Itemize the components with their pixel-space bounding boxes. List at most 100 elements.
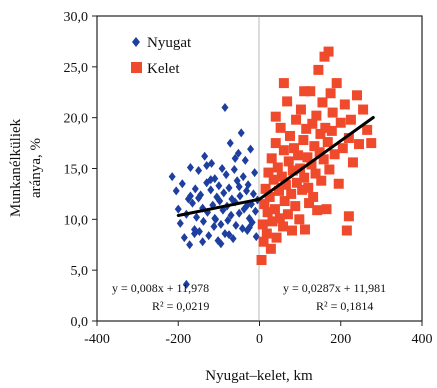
- point-kelet: [343, 133, 354, 143]
- point-kelet: [324, 164, 335, 175]
- point-kelet: [325, 88, 336, 99]
- point-kelet: [272, 162, 283, 173]
- legend-marker-kelet: [131, 62, 142, 73]
- point-kelet: [258, 236, 269, 247]
- point-kelet: [287, 165, 298, 176]
- point-nyugat: [251, 206, 259, 216]
- point-kelet: [290, 201, 301, 212]
- y-tick-label: 30,0: [64, 10, 89, 25]
- point-nyugat: [249, 189, 257, 199]
- point-nyugat: [218, 164, 226, 173]
- point-kelet: [341, 225, 352, 236]
- point-kelet: [302, 152, 313, 163]
- point-kelet: [331, 78, 342, 89]
- r2-nyugat: R² = 0,0219: [152, 299, 209, 313]
- point-nyugat: [182, 279, 190, 289]
- point-kelet: [256, 255, 267, 265]
- point-kelet: [333, 178, 344, 189]
- point-nyugat: [191, 229, 198, 239]
- point-kelet: [282, 96, 293, 107]
- y-axis-title-line1: Munkanélküliek: [8, 118, 24, 217]
- point-kelet: [278, 78, 289, 89]
- point-kelet: [352, 90, 362, 101]
- point-kelet: [294, 214, 305, 225]
- point-kelet: [358, 104, 369, 115]
- point-nyugat: [239, 172, 247, 182]
- point-nyugat: [176, 218, 184, 228]
- legend: Nyugat Kelet: [131, 35, 192, 77]
- x-axis-title: Nyugat–kelet, km: [205, 368, 313, 384]
- point-kelet: [291, 114, 302, 125]
- point-kelet: [264, 191, 275, 202]
- tick-layer: -400 -200 0 200 400 0,0 5,0 10,0 15,0 20,0 25,0 30,…: [64, 10, 433, 347]
- y-tick-label: 25,0: [64, 61, 89, 76]
- point-kelet: [276, 171, 287, 182]
- point-kelet: [280, 179, 291, 190]
- point-kelet: [354, 139, 365, 150]
- point-kelet: [278, 145, 289, 156]
- point-kelet: [286, 188, 297, 199]
- point-kelet: [321, 204, 332, 215]
- point-nyugat: [231, 153, 239, 163]
- point-nyugat: [234, 148, 242, 158]
- equation-kelet: y = 0,0287x + 11,981: [283, 281, 386, 295]
- point-kelet: [343, 211, 354, 222]
- point-kelet: [293, 150, 304, 161]
- point-kelet: [304, 198, 315, 209]
- point-nyugat: [195, 193, 203, 203]
- point-kelet: [309, 141, 320, 152]
- point-nyugat: [174, 204, 182, 214]
- plot-frame: [96, 15, 423, 322]
- legend-label-kelet: Kelet: [147, 61, 180, 77]
- point-kelet: [291, 177, 302, 188]
- point-nyugat: [225, 183, 233, 193]
- equation-nyugat: y = 0,008x + 11,978: [112, 281, 209, 295]
- point-kelet: [337, 143, 348, 154]
- point-nyugat: [227, 210, 235, 220]
- point-kelet: [347, 157, 358, 168]
- point-nyugat: [229, 234, 237, 244]
- point-nyugat: [186, 240, 194, 250]
- y-tick-label: 10,0: [64, 213, 89, 228]
- point-kelet: [267, 216, 278, 227]
- point-kelet: [314, 147, 325, 158]
- point-kelet: [301, 123, 312, 134]
- point-kelet: [279, 196, 290, 207]
- point-kelet: [274, 213, 285, 224]
- x-tick-label: -200: [165, 332, 191, 347]
- point-kelet: [299, 86, 310, 97]
- point-kelet: [303, 182, 314, 193]
- point-kelet: [278, 221, 289, 232]
- point-nyugat: [199, 216, 207, 226]
- point-kelet: [310, 168, 321, 179]
- point-kelet: [260, 183, 271, 194]
- point-kelet: [335, 117, 346, 128]
- point-kelet: [275, 122, 286, 133]
- point-nyugat: [226, 138, 234, 148]
- point-kelet: [265, 243, 276, 254]
- point-kelet: [299, 172, 310, 183]
- trendline-kelet: [258, 115, 375, 201]
- point-nyugat: [217, 219, 225, 229]
- point-nyugat: [252, 232, 260, 242]
- x-tick-label: 200: [330, 332, 351, 347]
- point-kelet: [269, 204, 280, 215]
- point-nyugat: [201, 151, 209, 161]
- x-tick-label: 0: [256, 332, 263, 347]
- point-nyugat: [225, 230, 233, 240]
- point-kelet: [320, 122, 331, 133]
- x-tick-label: -400: [84, 332, 110, 347]
- point-nyugat: [188, 198, 196, 208]
- point-kelet: [319, 51, 330, 62]
- y-tick-label: 15,0: [64, 163, 89, 178]
- point-kelet: [268, 174, 279, 185]
- point-nyugat: [193, 212, 201, 222]
- point-kelet: [295, 104, 306, 115]
- point-kelet: [315, 128, 326, 139]
- y-tick-label: 5,0: [71, 264, 89, 279]
- point-kelet: [289, 143, 300, 154]
- point-kelet: [283, 156, 294, 167]
- point-nyugat: [203, 160, 211, 170]
- point-nyugat: [224, 215, 232, 225]
